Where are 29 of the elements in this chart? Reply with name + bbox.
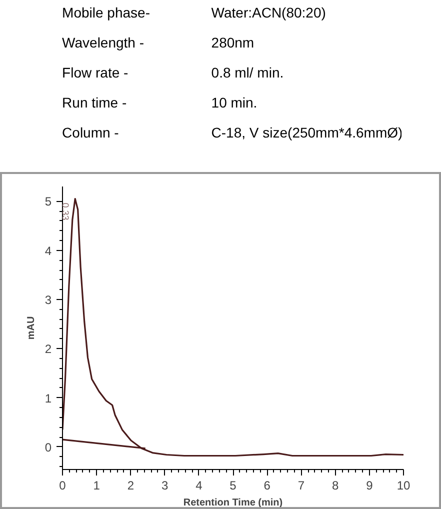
text: Flow rate - — [62, 64, 129, 80]
x-tick-label: 1 — [93, 478, 100, 492]
y-tick-label: 1 — [44, 391, 52, 406]
y-tick-label: 4 — [44, 244, 52, 258]
text: Wavelength - — [62, 34, 144, 50]
text: Water:ACN(80:20) — [211, 4, 326, 20]
text: 10 min. — [211, 94, 258, 110]
text: C-18, V size(250mm*4.6mmØ) — [211, 124, 403, 140]
x-tick-label: 2 — [127, 478, 134, 492]
x-tick-label: 4 — [196, 478, 203, 492]
x-tick-label: 5 — [230, 478, 237, 492]
text: 280nm — [211, 34, 254, 50]
text: Column - — [62, 124, 120, 140]
y-tick-label: 3 — [44, 293, 52, 308]
text: Mobile phase- — [62, 4, 150, 20]
text: Run time - — [62, 94, 127, 110]
y-tick-label: 0 — [44, 440, 52, 454]
x-tick-label: 7 — [298, 478, 305, 492]
x-tick-label: 3 — [161, 478, 168, 492]
x-tick-label: 0 — [59, 478, 66, 492]
y-tick-label: 5 — [44, 194, 52, 209]
annotation: 0.33 — [60, 202, 70, 220]
x-tick-label: 10 — [396, 478, 410, 492]
text: 0.8 ml/ min. — [211, 64, 284, 80]
x-tick-label: 6 — [264, 478, 271, 492]
y-tick-label: 2 — [44, 342, 52, 356]
x-tick-label: 8 — [332, 478, 339, 492]
y-axis-title: mAU — [26, 316, 37, 340]
x-tick-label: 9 — [366, 478, 374, 492]
